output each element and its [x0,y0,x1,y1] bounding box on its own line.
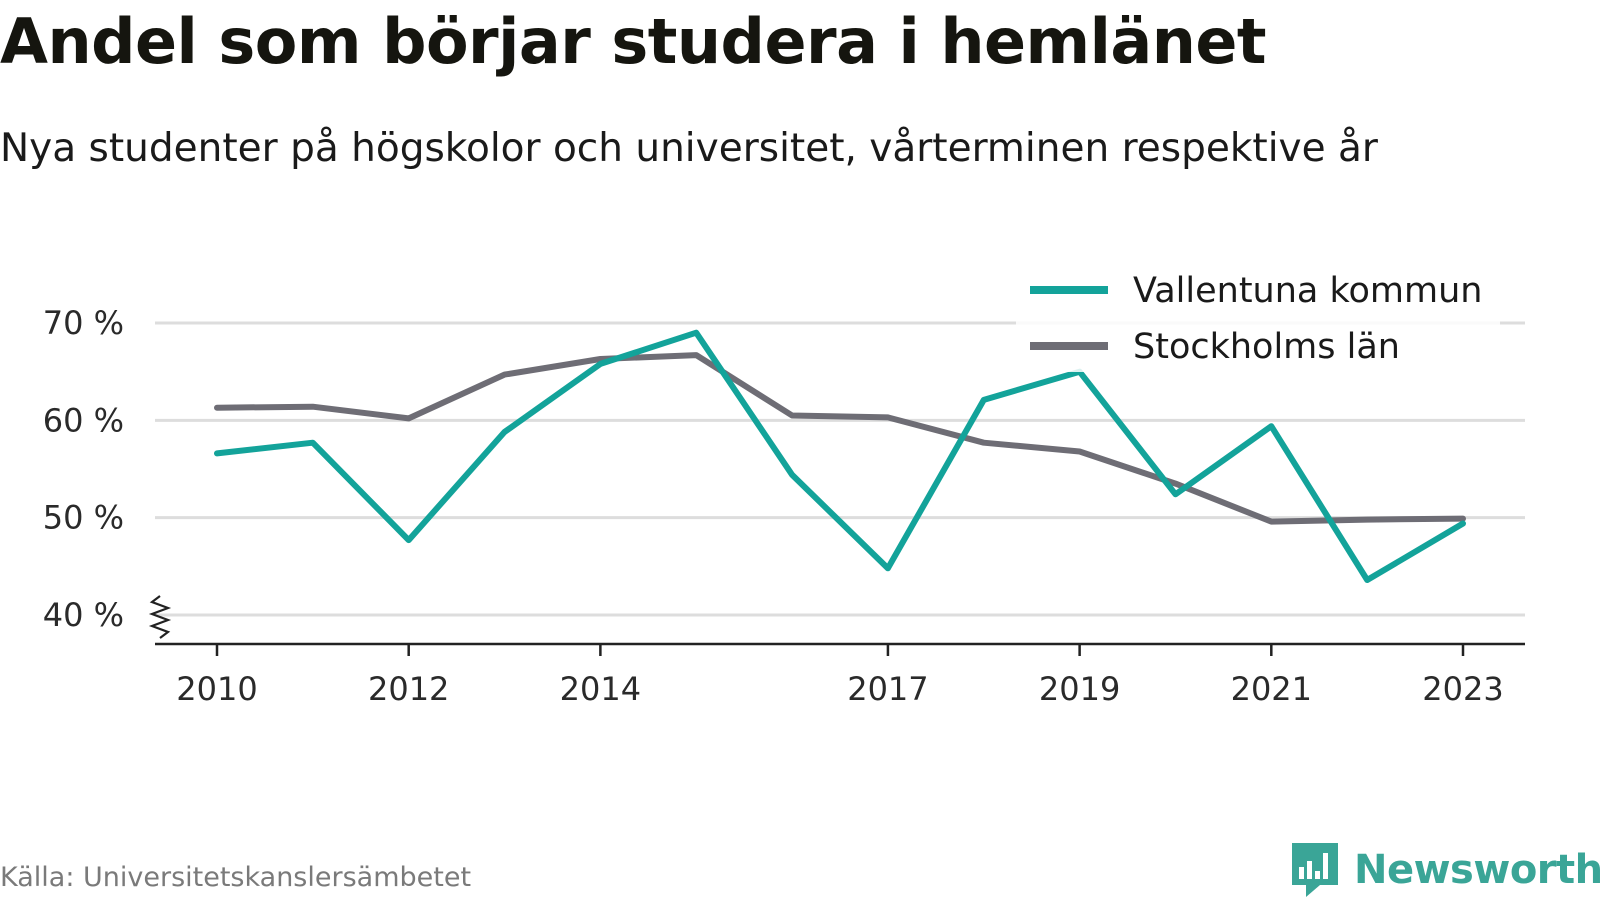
x-tick-label: 2017 [847,670,928,708]
legend-background [1016,262,1500,372]
legend-label: Stockholms län [1133,327,1400,367]
chart-subtitle: Nya studenter på högskolor och universit… [0,126,1378,171]
x-tick-label: 2023 [1422,670,1503,708]
x-tick-label: 2010 [176,670,257,708]
source-note: Källa: Universitetskanslersämbetet [0,862,472,893]
y-axis-break-icon [148,595,172,639]
x-tick-label: 2019 [1039,670,1120,708]
axes: 40 % 50 % 60 % 70 % 2010 2012 2014 2017 2019 2021… [43,304,1525,708]
legend: Vallentuna kommun Stockholms län [1016,262,1500,372]
chart-title: Andel som börjar studera i hemlänet [0,5,1267,78]
y-tick-label: 40 % [43,596,124,634]
brand-name: Newsworthy [1354,847,1600,893]
brand-logo: Newsworthy [1290,840,1600,900]
x-tick-label: 2021 [1231,670,1312,708]
y-tick-label: 70 % [43,304,124,342]
series-line-stockholms-län [214,352,1466,525]
series-lines [214,329,1466,583]
x-tick-label: 2014 [560,670,641,708]
newsworthy-logo-icon [1292,843,1338,897]
legend-label: Vallentuna kommun [1133,271,1483,311]
x-tick-label: 2012 [368,670,449,708]
y-tick-label: 60 % [43,401,124,439]
series-line-vallentuna-kommun [214,329,1466,583]
y-tick-label: 50 % [43,499,124,537]
